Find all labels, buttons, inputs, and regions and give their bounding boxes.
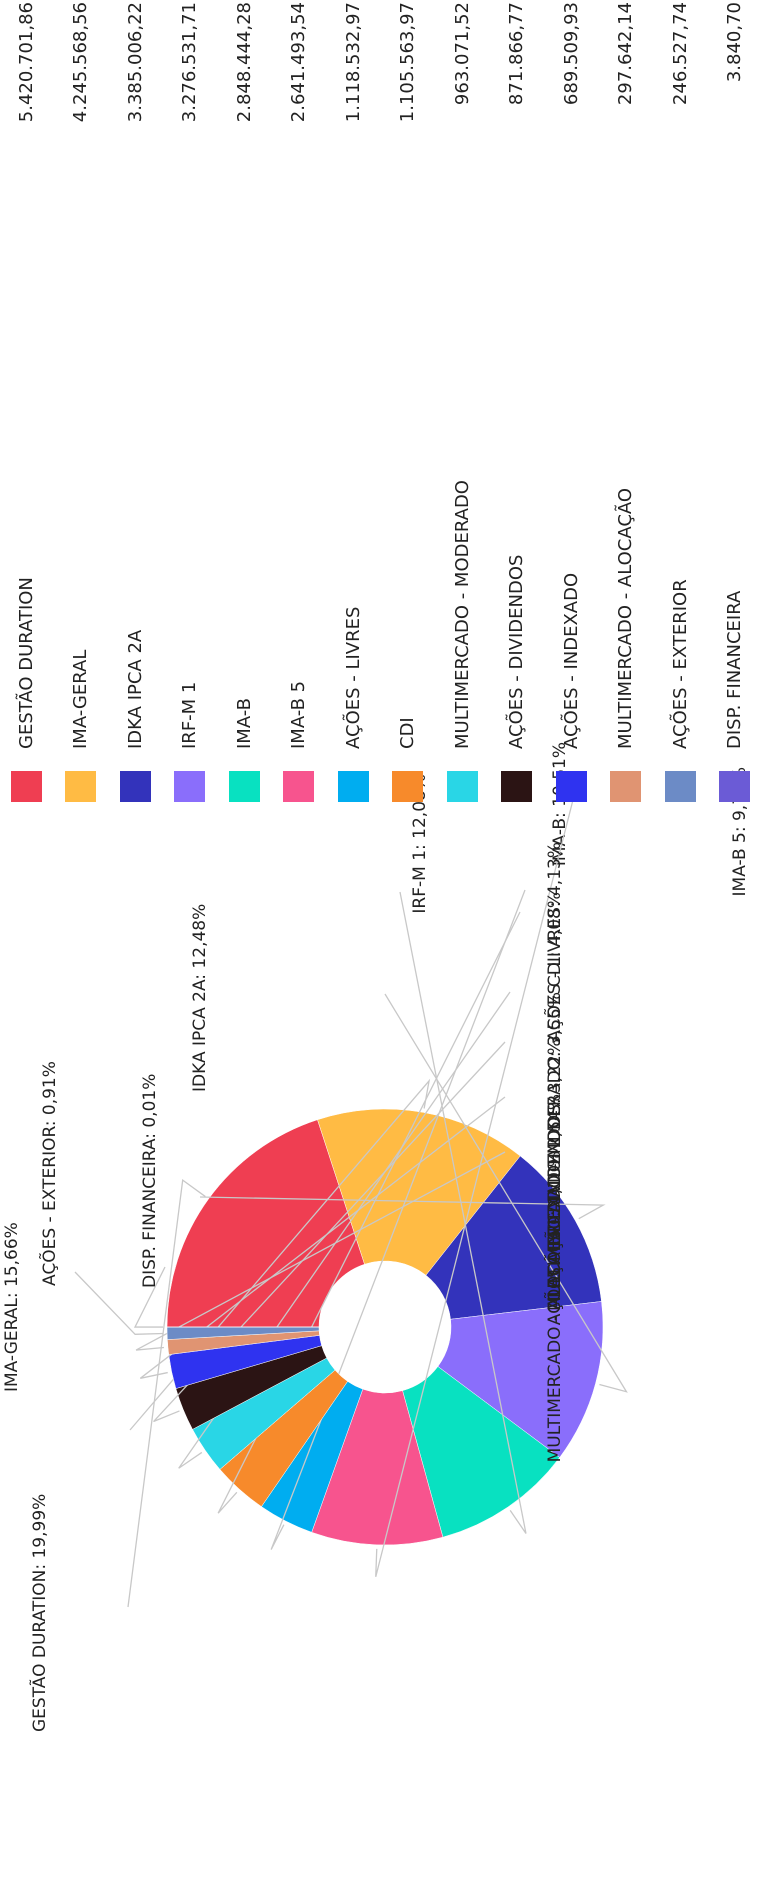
legend-item: GESTÃO DURATION 5.420.701,86 [9, 2, 43, 802]
data-label: AÇÕES - DIVIDENDOS: 3,22% [543, 1039, 565, 1288]
legend-item: CDI 1.105.563,97 [391, 2, 425, 802]
legend-swatch [10, 771, 42, 802]
legend-label: MULTIMERCADO - MODERADO [451, 480, 473, 749]
legend-item: IRF-M 1 3.276.531,71 [173, 2, 207, 802]
legend-value: 3.840,70 [724, 2, 745, 83]
legend-swatch [65, 771, 96, 802]
pie-slice [317, 1108, 521, 1276]
leader-line [178, 991, 511, 1469]
leader-line [217, 911, 521, 1514]
legend-value: 4.245.568,56 [70, 2, 91, 123]
data-label: MULTIMERCADO - MODERADO: 3,55% [545, 992, 565, 1311]
legend-swatch [610, 771, 641, 802]
legend-swatch [119, 771, 151, 802]
leader-line [153, 1041, 506, 1423]
legend-value: 2.641.493,54 [288, 2, 309, 123]
legend-swatch [392, 771, 423, 802]
legend-label: AÇÕES - DIVIDENDOS [506, 554, 527, 749]
leader-line [139, 1096, 506, 1379]
legend-item: MULTIMERCADO - MODERADO 963.071,52 [445, 2, 479, 802]
legend-item: AÇÕES - DIVIDENDOS 871.866,77 [500, 2, 534, 802]
legend-value: 3.385.006,22 [124, 2, 146, 123]
leader-line [133, 1266, 166, 1328]
legend-item: IMA-GERAL 4.245.568,56 [64, 2, 98, 802]
legend-swatch [228, 771, 260, 802]
data-label: GESTÃO DURATION: 19,99% [28, 1494, 50, 1732]
donut-chart: GESTÃO DURATION: 19,99% IMA-GERAL: 15,66%… [2, 742, 750, 1732]
legend-item: DISP. FINANCEIRA 3.840,70 [718, 2, 752, 802]
legend-label: AÇÕES - LIVRES [342, 606, 364, 749]
legend-label: CDI [397, 717, 418, 749]
pie-slice [437, 1301, 604, 1458]
pie-slice [402, 1366, 561, 1538]
data-label: MULTIMERCADO - ALOCAÇÃO: 1,10% [543, 1151, 565, 1462]
leader-line [384, 993, 628, 1393]
leader-line [375, 791, 576, 1577]
legend-swatch [555, 771, 587, 802]
leader-line [74, 1271, 164, 1335]
leader-line [135, 1151, 506, 1351]
leader-line [199, 1196, 606, 1220]
legend-value: 963.071,52 [451, 2, 473, 106]
data-label: IMA-GERAL: 15,66% [2, 1222, 22, 1392]
legend-value: 689.509,93 [560, 2, 582, 106]
legend-swatch [446, 771, 478, 802]
legend-swatch [719, 771, 750, 802]
legend-label: AÇÕES - INDEXADO [560, 572, 582, 749]
data-label: DISP. FINANCEIRA: 0,01% [140, 1074, 160, 1288]
pie-slice [311, 1388, 444, 1546]
legend-item: IMA-B 2.848.444,28 [227, 2, 261, 802]
legend-label: MULTIMERCADO - ALOCAÇÃO [615, 487, 636, 749]
legend-item: MULTIMERCADO - ALOCAÇÃO 297.642,14 [609, 2, 643, 802]
legend-label: GESTÃO DURATION [15, 577, 37, 749]
legend-label: IMA-B [233, 698, 255, 749]
legend-label: IDKA IPCA 2A [124, 629, 146, 749]
legend-value: 3.276.531,71 [179, 2, 200, 123]
leader-line [270, 889, 526, 1550]
data-label: IDKA IPCA 2A: 12,48% [190, 904, 210, 1092]
legend-value: 1.105.563,97 [397, 2, 418, 123]
legend-swatch [664, 771, 696, 802]
legend-value: 5.420.701,86 [15, 2, 37, 123]
legend-value: 871.866,77 [506, 2, 527, 106]
leader-line [127, 1178, 206, 1608]
legend-swatch [283, 771, 314, 802]
legend-label: DISP. FINANCEIRA [724, 590, 745, 749]
legend-swatch [174, 771, 205, 802]
data-label: IRF-M 1: 12,08% [410, 774, 430, 914]
legend-value: 1.118.532,97 [342, 2, 364, 123]
legend-item: AÇÕES - LIVRES 1.118.532,97 [336, 2, 370, 802]
legend-item: IMA-B 5 2.641.493,54 [282, 2, 316, 802]
data-label: AÇÕES - INDEXADO: 2,54% [543, 1094, 565, 1325]
legend-item: AÇÕES - EXTERIOR 246.527,74 [663, 2, 697, 802]
legend-swatch [337, 771, 369, 802]
legend-item: AÇÕES - INDEXADO 689.509,93 [554, 2, 588, 802]
legend-item: IDKA IPCA 2A 3.385.006,22 [118, 2, 152, 802]
legend-label: IRF-M 1 [179, 681, 200, 749]
legend-label: AÇÕES - EXTERIOR [669, 579, 691, 749]
legend-label: IMA-B 5 [288, 680, 309, 749]
legend-value: 246.527,74 [669, 2, 691, 106]
legend-swatch [501, 771, 532, 802]
legend-label: IMA-GERAL [70, 649, 91, 749]
data-label: CDI: 4,08% [545, 892, 565, 987]
data-label: AÇÕES - LIVRES: 4,13% [543, 842, 565, 1042]
data-label: AÇÕES - EXTERIOR: 0,91% [38, 1061, 60, 1286]
legend-value: 297.642,14 [615, 2, 636, 106]
legend-value: 2.848.444,28 [233, 2, 255, 123]
